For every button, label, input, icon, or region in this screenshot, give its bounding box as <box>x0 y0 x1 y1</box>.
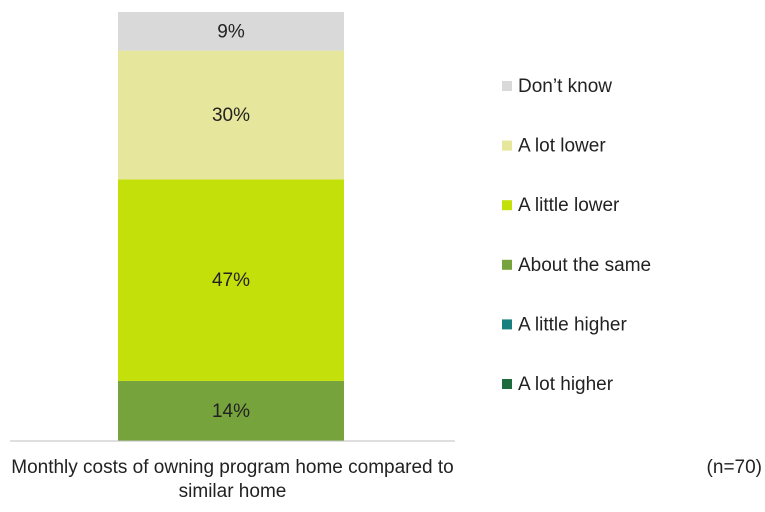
data-label: 47% <box>212 270 250 291</box>
legend-swatch <box>502 379 512 389</box>
legend-label: A little lower <box>518 195 620 216</box>
category-label: Monthly costs of owning program home com… <box>11 457 454 502</box>
bar-segment <box>118 50 344 180</box>
data-label: 30% <box>212 105 250 126</box>
legend-label: About the same <box>518 255 651 276</box>
bar-segment <box>118 179 344 381</box>
data-label: 9% <box>217 21 245 42</box>
legend-swatch <box>502 259 512 270</box>
legend-swatch <box>502 140 512 151</box>
bar-segment <box>118 12 344 51</box>
legend-label: A lot higher <box>518 374 614 395</box>
legend-swatch <box>502 319 512 330</box>
legend-label: A lot lower <box>518 136 606 157</box>
legend-swatch <box>502 81 512 91</box>
legend-swatch <box>502 200 512 211</box>
legend-label: A little higher <box>518 314 627 335</box>
data-label: 14% <box>212 401 250 422</box>
annotation: (n=70) <box>707 457 762 478</box>
legend-label: Don’t know <box>518 76 612 97</box>
bar-segment <box>118 380 344 441</box>
